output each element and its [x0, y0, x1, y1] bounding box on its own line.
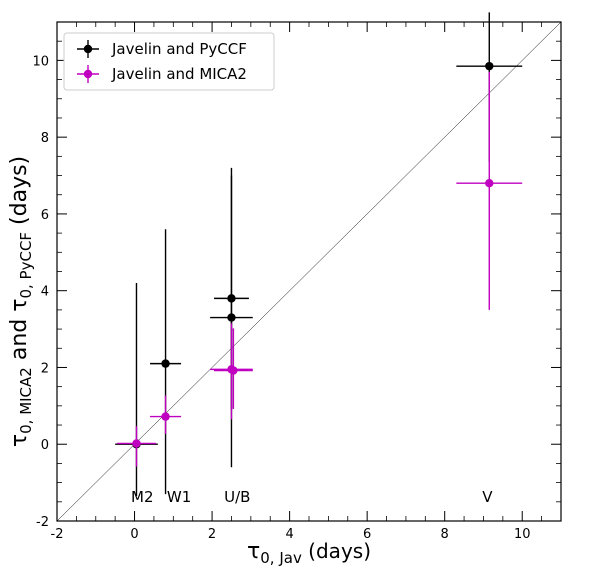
x-tick-label: 4 [285, 527, 293, 542]
band-label: U/B [224, 488, 250, 506]
legend-label: Javelin and MICA2 [111, 65, 247, 83]
data-point [229, 366, 238, 375]
series-layer [115, 12, 523, 497]
x-tick-label: 6 [363, 527, 371, 542]
data-point [485, 179, 494, 188]
series-2 [117, 71, 523, 467]
y-tick-label: 6 [41, 208, 49, 223]
band-label: W1 [167, 488, 191, 506]
y-axis-label-unit: (days) [7, 156, 32, 232]
legend-marker [83, 69, 93, 79]
y-axis-label-sub1: 0, MICA2 [17, 367, 35, 434]
y-tick-label: 4 [41, 285, 49, 300]
x-tick-label: 8 [441, 527, 449, 542]
data-point [227, 313, 236, 322]
x-tick-label: 2 [208, 527, 216, 542]
y-tick-label: 8 [41, 131, 49, 146]
legend-entry: Javelin and MICA2 [77, 65, 247, 83]
y-tick-label: 0 [41, 438, 49, 453]
legend-entry: Javelin and PyCCF [77, 40, 247, 58]
axis-ticks: -2 0 2 4 6 8 10 -2 0 2 4 6 8 10 [32, 21, 562, 542]
x-tick-label: 10 [514, 527, 531, 542]
band-label: M2 [131, 488, 154, 506]
reference-line [56, 21, 562, 522]
band-label: V [482, 488, 493, 506]
band-annotations: M2 W1 U/B V [131, 488, 493, 506]
x-axis-label-sub: 0, Jav [260, 549, 302, 567]
y-axis-label-main1: τ [7, 434, 32, 447]
x-tick-label: 0 [130, 527, 138, 542]
y-tick-label: 10 [32, 54, 49, 69]
x-axis-label: τ0, Jav (days) [247, 539, 371, 567]
x-axis-label-main: τ [247, 539, 260, 564]
y-tick-label: -2 [36, 515, 49, 530]
data-point [161, 359, 170, 368]
x-tick-label: -2 [51, 527, 64, 542]
data-point [161, 412, 170, 421]
legend-box [63, 32, 275, 91]
y-axis-label-mid: and τ [7, 299, 32, 368]
legend-marker [83, 44, 93, 54]
y-tick-label: 2 [41, 361, 49, 376]
data-point [485, 61, 494, 71]
reference-line-layer [56, 21, 562, 522]
legend: Javelin and PyCCF Javelin and MICA2 [63, 32, 275, 91]
y-axis-label: τ0, MICA2 and τ0, PyCCF (days) [7, 156, 35, 447]
y-axis-label-sub2: 0, PyCCF [17, 232, 35, 299]
data-point [132, 439, 141, 448]
legend-label: Javelin and PyCCF [111, 40, 247, 58]
x-axis-label-unit: (days) [302, 539, 371, 563]
